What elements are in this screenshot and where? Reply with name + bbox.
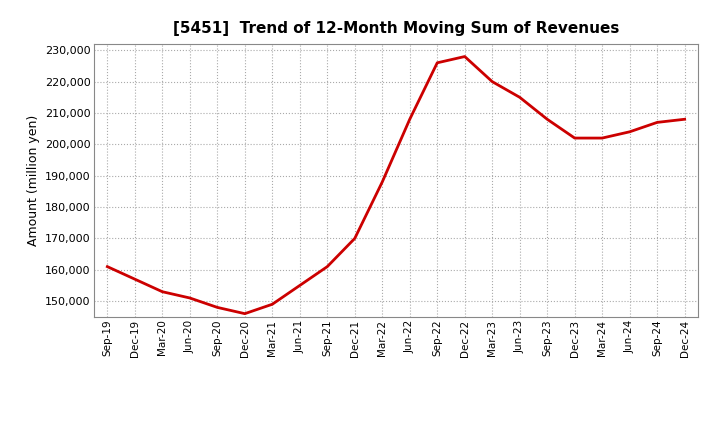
Title: [5451]  Trend of 12-Month Moving Sum of Revenues: [5451] Trend of 12-Month Moving Sum of R… — [173, 21, 619, 36]
Y-axis label: Amount (million yen): Amount (million yen) — [27, 115, 40, 246]
